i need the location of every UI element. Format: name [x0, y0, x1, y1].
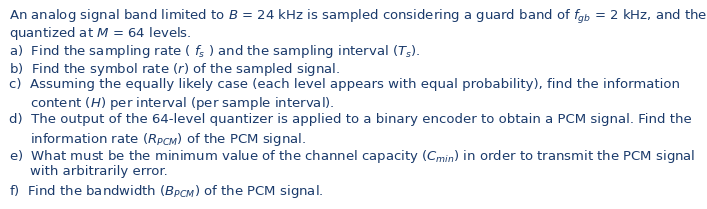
Text: content ($H$) per interval (per sample interval).: content ($H$) per interval (per sample i… — [30, 96, 334, 112]
Text: d)  The output of the 64-level quantizer is applied to a binary encoder to obtai: d) The output of the 64-level quantizer … — [9, 113, 691, 126]
Text: An analog signal band limited to $B$ = 24 kHz is sampled considering a guard ban: An analog signal band limited to $B$ = 2… — [9, 8, 707, 26]
Text: information rate ($R_{PCM}$) of the PCM signal.: information rate ($R_{PCM}$) of the PCM … — [30, 130, 306, 148]
Text: b)  Find the symbol rate ($r$) of the sampled signal.: b) Find the symbol rate ($r$) of the sam… — [9, 60, 340, 78]
Text: c)  Assuming the equally likely case (each level appears with equal probability): c) Assuming the equally likely case (eac… — [9, 78, 680, 91]
Text: with arbitrarily error.: with arbitrarily error. — [30, 166, 168, 178]
Text: quantized at $M$ = 64 levels.: quantized at $M$ = 64 levels. — [9, 25, 192, 42]
Text: e)  What must be the minimum value of the channel capacity ($C_{min}$) in order : e) What must be the minimum value of the… — [9, 148, 696, 165]
Text: f)  Find the bandwidth ($B_{PCM}$) of the PCM signal.: f) Find the bandwidth ($B_{PCM}$) of the… — [9, 183, 323, 200]
Text: a)  Find the sampling rate ( $f_s$ ) and the sampling interval ($T_s$).: a) Find the sampling rate ( $f_s$ ) and … — [9, 43, 421, 60]
